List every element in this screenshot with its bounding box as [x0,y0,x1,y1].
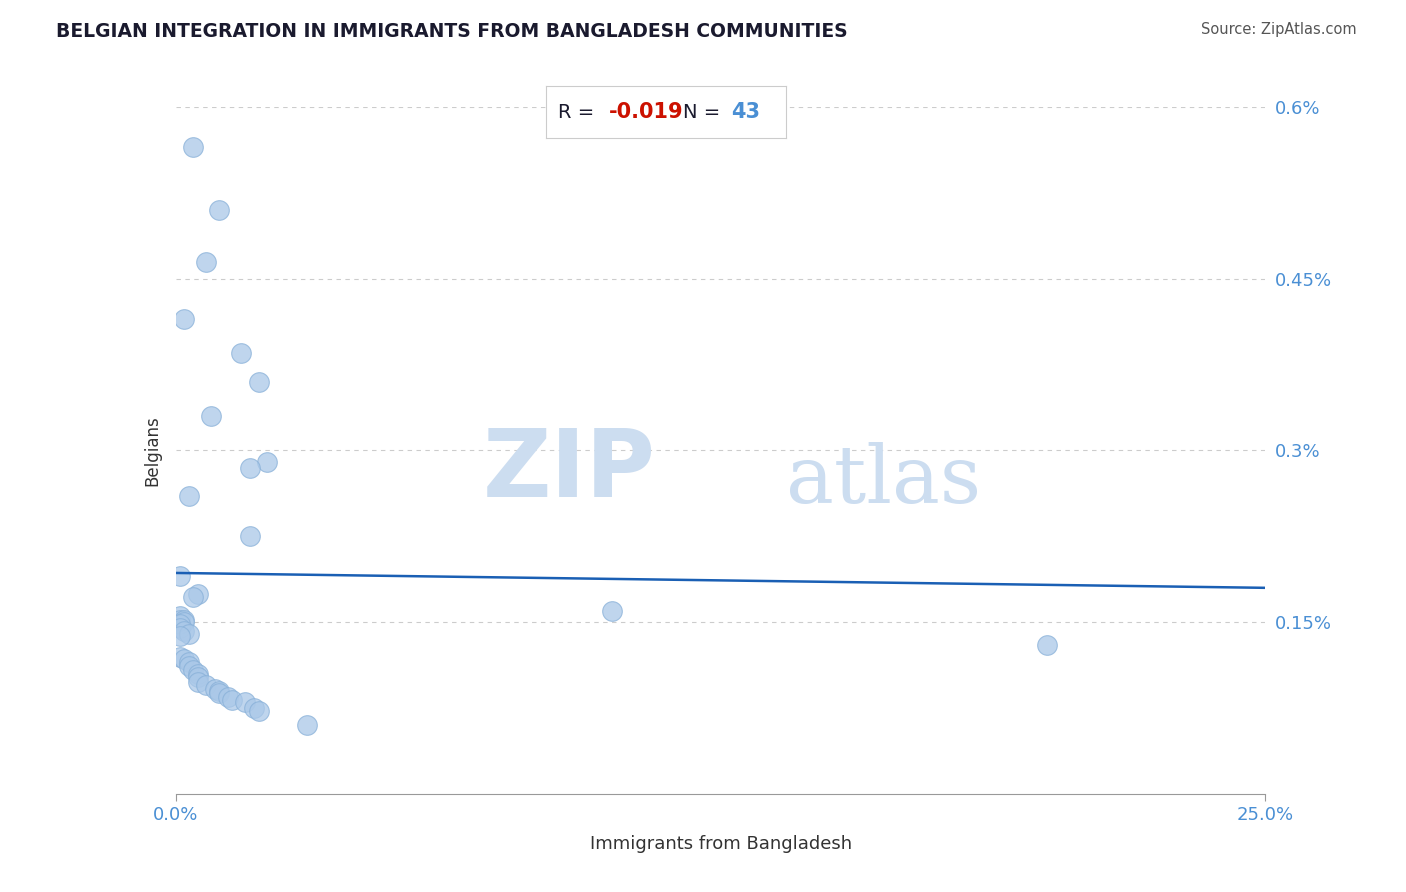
Point [169,629,191,643]
Point [177,658,200,673]
Point [173,652,195,666]
Text: -0.019: -0.019 [609,102,683,122]
Point [186,670,209,684]
Point [204,681,226,696]
Point [1036,638,1059,652]
Point [195,678,218,692]
Point [231,346,253,360]
Point [247,705,270,719]
X-axis label: Immigrants from Bangladesh: Immigrants from Bangladesh [589,835,852,853]
Point [181,140,204,154]
Text: R =: R = [558,103,600,121]
Point [186,674,209,689]
Point [177,489,200,503]
Point [239,460,262,475]
Point [221,693,243,707]
Point [186,666,209,681]
Point [177,655,200,669]
Point [295,718,318,732]
Point [173,615,195,630]
Point [256,455,278,469]
Point [169,617,191,632]
Text: BELGIAN INTEGRATION IN IMMIGRANTS FROM BANGLADESH COMMUNITIES: BELGIAN INTEGRATION IN IMMIGRANTS FROM B… [56,22,848,41]
Point [600,604,623,618]
Point [169,621,191,635]
Text: ZIP: ZIP [482,425,655,517]
Point [173,613,195,627]
Point [200,409,222,424]
Point [186,586,209,600]
Point [169,613,191,627]
Point [177,626,200,640]
Point [173,311,195,326]
Text: Source: ZipAtlas.com: Source: ZipAtlas.com [1201,22,1357,37]
Point [208,686,231,700]
Point [169,649,191,664]
Y-axis label: Belgians: Belgians [143,415,162,486]
Point [181,590,204,604]
Point [217,690,239,704]
Text: 43: 43 [731,102,759,122]
Point [173,624,195,639]
Text: N =: N = [683,103,727,121]
Point [208,203,231,218]
Point [247,375,270,389]
Point [169,569,191,583]
Point [243,701,266,715]
Point [169,609,191,624]
Text: atlas: atlas [786,442,981,520]
Point [181,663,204,677]
Point [195,254,218,268]
Point [235,695,257,709]
Point [208,683,231,698]
Point [239,529,262,543]
